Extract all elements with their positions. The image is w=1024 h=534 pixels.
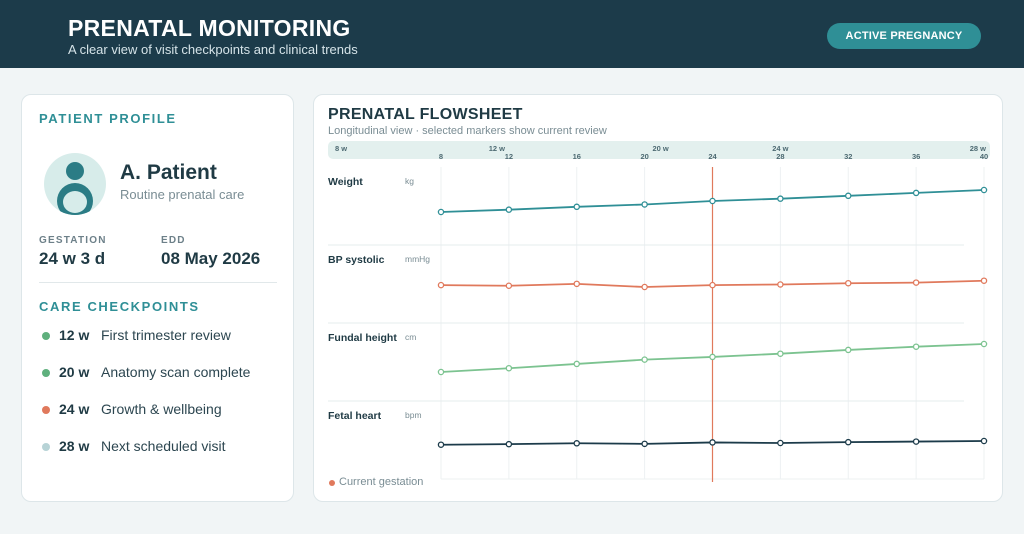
data-point: [573, 280, 580, 288]
week-marker-label: 8 w: [335, 144, 347, 153]
data-point: [505, 440, 513, 448]
data-point: [845, 438, 852, 446]
checkpoint-item[interactable]: 20 w Anatomy scan complete: [39, 363, 279, 383]
flowsheet-chart[interactable]: 8 12 16 20 24 28 32 36 40 8 w 12 w 20 w 24 w 28 w Weig…: [314, 95, 1002, 501]
gestation-label: GESTATION: [39, 235, 107, 246]
data-point: [505, 206, 513, 213]
data-point: [641, 356, 648, 363]
series-label: Fetal heart: [328, 410, 382, 422]
week-tick-label: 20: [640, 152, 648, 161]
care-checkpoints-heading: CARE CHECKPOINTS: [39, 299, 200, 314]
data-point: [437, 281, 445, 289]
week-tick-label: 12: [505, 152, 513, 161]
data-point: [912, 343, 920, 350]
checkpoint-item[interactable]: 24 w Growth & wellbeing: [39, 400, 279, 420]
data-point: [641, 440, 648, 448]
current-gestation-legend: Current gestation: [339, 476, 424, 488]
week-tick-label: 32: [844, 152, 852, 161]
week-marker-label: 20 w: [652, 144, 668, 153]
week-tick-label: 8: [439, 152, 443, 161]
data-point: [912, 279, 920, 286]
checkpoint-week: 24 w: [59, 401, 90, 417]
week-marker-label: 24 w: [772, 144, 788, 153]
data-point: [437, 208, 445, 216]
week-tick-label: 16: [573, 152, 581, 161]
week-marker-label: 12 w: [489, 144, 505, 153]
profile-divider: [39, 282, 277, 283]
week-marker-label: 28 w: [970, 144, 986, 153]
patient-name: A. Patient: [120, 161, 217, 184]
checkpoint-week: 20 w: [59, 364, 90, 380]
data-point: [641, 201, 648, 208]
data-point: [573, 203, 580, 211]
edd-value: 08 May 2026: [161, 249, 261, 268]
edd-label: EDD: [161, 235, 186, 246]
week-tick-label: 36: [912, 152, 920, 161]
flowsheet-title: PRENATAL FLOWSHEET: [328, 106, 523, 123]
series-unit: cm: [405, 332, 416, 342]
checkpoint-label: Growth & wellbeing: [101, 401, 222, 417]
pregnancy-status-badge[interactable]: ACTIVE PREGNANCY: [827, 23, 981, 49]
checkpoint-label: First trimester review: [101, 327, 231, 343]
data-point: [845, 346, 852, 354]
series-unit: bpm: [405, 410, 422, 420]
page-title: PRENATAL MONITORING: [68, 15, 351, 41]
pregnant-person-icon: [44, 153, 106, 215]
gestation-value: 24 w 3 d: [39, 249, 106, 268]
checkpoint-week: 12 w: [59, 327, 90, 343]
data-point: [777, 281, 784, 288]
data-point: [980, 277, 988, 284]
data-point: [912, 189, 920, 197]
checkpoint-label: Anatomy scan complete: [101, 364, 251, 380]
data-point: [709, 353, 716, 361]
checkpoint-item[interactable]: 12 w First trimester review: [39, 326, 279, 346]
prenatal-flowsheet-card: PRENATAL FLOWSHEET Longitudinal view · s…: [313, 94, 1003, 502]
data-point: [980, 186, 988, 194]
checkpoint-status-dot: [42, 406, 50, 414]
series-unit: mmHg: [405, 254, 430, 264]
patient-profile-card: PATIENT PROFILE A. Patient Routine prena…: [21, 94, 294, 502]
data-point: [505, 282, 513, 289]
data-point: [505, 364, 513, 372]
avatar-head: [66, 162, 84, 180]
data-point: [777, 439, 784, 447]
data-point: [912, 438, 920, 445]
page-subtitle: A clear view of visit checkpoints and cl…: [68, 42, 358, 57]
current-gestation-legend-dot: [329, 480, 335, 486]
data-point: [641, 283, 648, 291]
data-point: [709, 197, 716, 205]
series-label: Weight: [328, 176, 363, 188]
series-unit: kg: [405, 176, 414, 186]
flowsheet-subtitle: Longitudinal view · selected markers sho…: [328, 125, 607, 137]
patient-profile-heading: PATIENT PROFILE: [39, 111, 177, 126]
data-point: [980, 437, 988, 445]
data-point: [573, 360, 580, 368]
data-point: [845, 279, 852, 287]
checkpoint-item[interactable]: 28 w Next scheduled visit: [39, 437, 279, 457]
data-point: [437, 368, 445, 376]
data-point: [777, 350, 784, 357]
data-point: [777, 195, 784, 202]
checkpoint-week: 28 w: [59, 438, 90, 454]
series-label: Fundal height: [328, 332, 397, 344]
data-point: [709, 281, 716, 289]
care-plan: Routine prenatal care: [120, 187, 245, 202]
checkpoint-status-dot: [42, 443, 50, 451]
week-tick-label: 40: [980, 152, 988, 161]
app-header: PRENATAL MONITORING A clear view of visi…: [0, 0, 1024, 68]
avatar-belly: [63, 191, 87, 213]
checkpoint-label: Next scheduled visit: [101, 438, 226, 454]
data-point: [980, 340, 988, 348]
data-point: [437, 441, 445, 448]
checkpoint-status-dot: [42, 332, 50, 340]
series-label: BP systolic: [328, 254, 385, 266]
week-tick-label: 28: [776, 152, 784, 161]
week-tick-label: 24: [708, 152, 717, 161]
data-point: [709, 439, 716, 446]
data-point: [845, 192, 852, 200]
checkpoint-status-dot: [42, 369, 50, 377]
week-axis-band: [328, 141, 990, 159]
data-point: [573, 440, 580, 447]
